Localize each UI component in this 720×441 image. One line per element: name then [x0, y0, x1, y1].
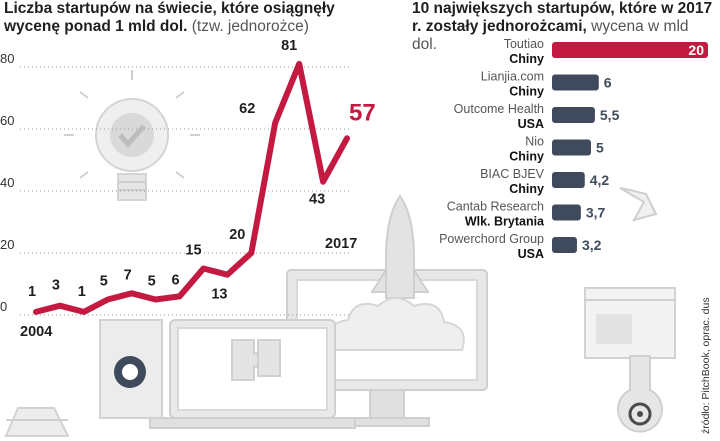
y-tick-label: 0 — [0, 299, 7, 314]
line-data-label: 62 — [239, 101, 255, 117]
x-axis-label: 2017 — [325, 236, 357, 252]
bar — [552, 139, 591, 156]
line-data-label: 1 — [78, 284, 86, 300]
line-data-label: 5 — [100, 274, 108, 290]
bar-category-label: Outcome Health — [454, 102, 544, 116]
bar-country-label: Chiny — [509, 52, 544, 66]
bar-country-label: Wlk. Brytania — [465, 215, 545, 229]
line-data-label: 13 — [211, 287, 227, 303]
right-chart-title-bold: 10 największych startupów, które w 2017 … — [412, 0, 713, 35]
bar-value-label: 3,2 — [582, 237, 602, 253]
bar — [552, 42, 708, 58]
left-chart-title-bold: Liczba startupów na świecie, które osiąg… — [4, 0, 335, 35]
bar-country-label: Chiny — [509, 182, 544, 196]
bar-value-label: 3,7 — [586, 205, 606, 221]
document-icon — [99, 319, 163, 419]
bar-value-label: 20 — [688, 42, 704, 58]
bar-value-label: 5,5 — [600, 107, 620, 123]
left-chart-title: Liczba startupów na świecie, które osiąg… — [4, 0, 394, 36]
diamond-icon — [4, 407, 70, 437]
illustration — [4, 70, 676, 437]
x-axis-label: 2004 — [20, 324, 52, 340]
line-data-label: 81 — [281, 38, 297, 54]
bar-value-label: 4,2 — [590, 172, 610, 188]
line-data-label: 6 — [171, 272, 179, 288]
bar — [552, 172, 585, 188]
flask-icon — [617, 355, 663, 433]
y-tick-label: 20 — [0, 237, 14, 252]
line-data-label: 20 — [229, 227, 245, 243]
bar-value-label: 5 — [596, 140, 604, 156]
line-data-label: 1 — [28, 284, 36, 300]
lightbulb-icon — [64, 70, 200, 201]
browser-window-icon — [584, 287, 676, 359]
bar-country-label: Chiny — [509, 150, 544, 164]
line-data-label: 7 — [124, 267, 132, 283]
line-data-label: 43 — [309, 192, 325, 208]
bar-category-label: Lianjia.com — [481, 70, 544, 84]
bar-category-label: Toutiao — [504, 37, 544, 51]
line-series — [33, 60, 350, 315]
y-tick-label: 80 — [0, 51, 14, 66]
right-chart-title-note: wycena w mld dol. — [412, 18, 689, 53]
y-tick-label: 40 — [0, 175, 14, 190]
line-data-label: 3 — [52, 278, 60, 294]
line-chart-y-axis: 0 20 40 60 80 — [0, 51, 14, 314]
bar-value-label: 6 — [604, 75, 612, 91]
laptop-icon — [149, 319, 356, 429]
source-note: źródło: PitchBook, oprac. dus — [700, 297, 712, 434]
rocket-icon — [326, 194, 465, 351]
bar-category-label: Cantab Research — [447, 200, 544, 214]
bar-country-label: USA — [518, 247, 544, 261]
bar-category-label: BIAC BJEV — [480, 167, 545, 181]
line-data-label: 57 — [349, 99, 376, 126]
bar — [552, 74, 599, 91]
bar-category-label: Powerchord Group — [439, 232, 544, 246]
bar-category-label: Nio — [525, 135, 544, 149]
origami-bird-icon — [619, 187, 658, 222]
line-data-label: 5 — [148, 274, 156, 290]
bar — [552, 107, 595, 123]
y-tick-label: 60 — [0, 113, 14, 128]
right-chart-title: 10 największych startupów, które w 2017 … — [412, 0, 717, 54]
left-chart-title-note: (tzw. jednorożce) — [191, 18, 309, 35]
line-data-label: 15 — [185, 243, 201, 259]
bar — [552, 237, 577, 253]
bar-country-label: Chiny — [509, 85, 544, 99]
bar-country-label: USA — [518, 117, 544, 131]
line-chart-x-axis: 2004 2017 — [20, 236, 357, 340]
bar — [552, 204, 581, 221]
